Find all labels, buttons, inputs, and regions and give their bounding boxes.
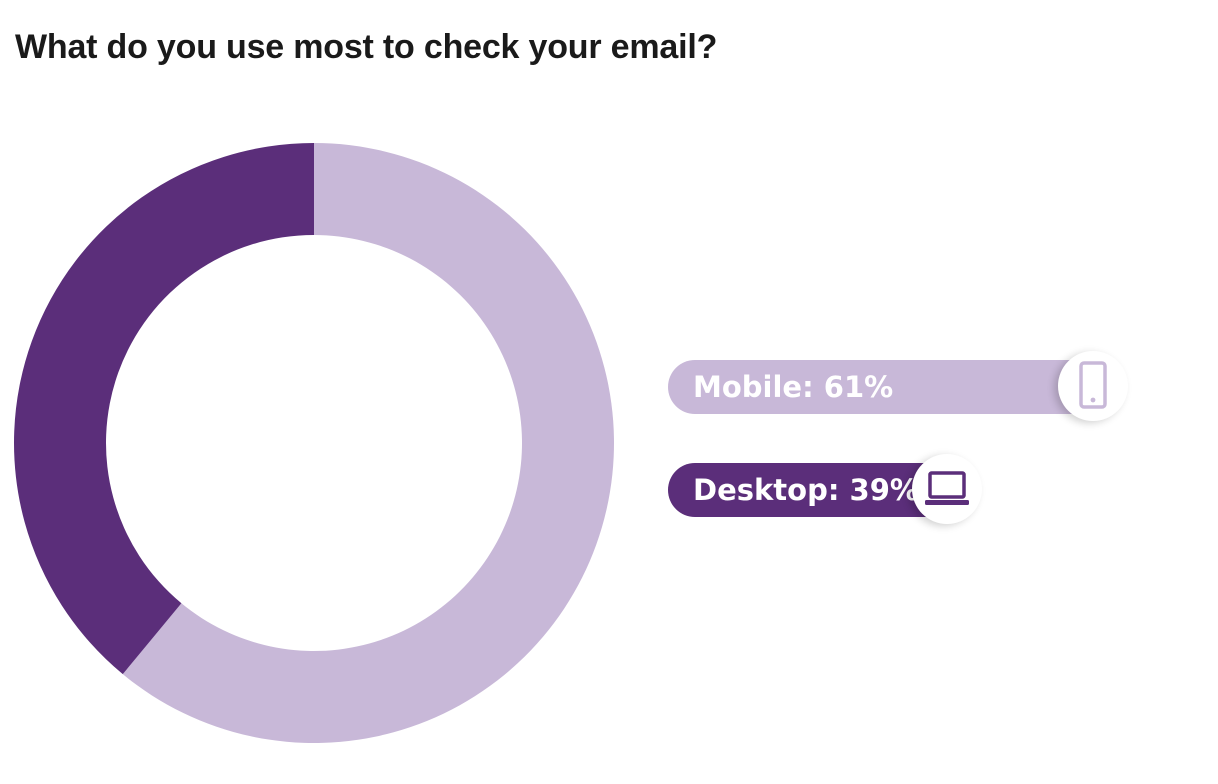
legend-label-mobile: Mobile: 61% [668,360,1108,414]
legend-label-desktop: Desktop: 39% [668,463,958,517]
donut-slice-desktop[interactable] [13,143,315,675]
laptop-icon [925,471,969,505]
chart-title: What do you use most to check your email… [15,28,718,66]
legend-badge-mobile [1058,351,1128,421]
donut-chart [13,143,614,743]
mobile-phone-icon [1079,361,1107,409]
legend-badge-desktop [912,454,982,524]
donut-slice-mobile[interactable] [122,143,614,743]
